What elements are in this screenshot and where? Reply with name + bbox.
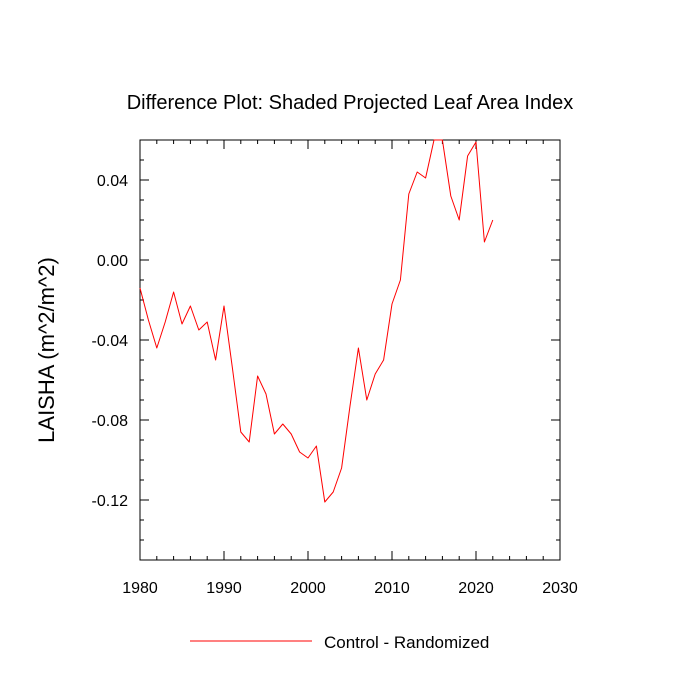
x-tick-label: 2000 bbox=[290, 580, 326, 597]
legend-label-control-randomized: Control - Randomized bbox=[324, 633, 489, 652]
y-tick-label: 0.04 bbox=[97, 173, 128, 190]
x-tick-label: 1980 bbox=[122, 580, 158, 597]
y-axis-label: LAISHA (m^2/m^2) bbox=[34, 257, 59, 443]
legend: Control - Randomized bbox=[190, 633, 489, 652]
x-tick-label: 2020 bbox=[458, 580, 494, 597]
y-tick-label: -0.04 bbox=[92, 333, 129, 350]
series-layer bbox=[139, 139, 494, 503]
y-tick-label: -0.12 bbox=[92, 493, 129, 510]
plot-area: 1980 1990 2000 2010 2020 2030 -0.12 -0.08 -0.04… bbox=[92, 139, 578, 597]
chart-title: Difference Plot: Shaded Projected Leaf A… bbox=[127, 92, 574, 114]
x-axis: 1980 1990 2000 2010 2020 2030 bbox=[122, 140, 578, 597]
y-axis: -0.12 -0.08 -0.04 0.00 0.04 bbox=[92, 139, 560, 561]
series-line-control-randomized bbox=[139, 139, 494, 503]
x-tick-label: 2010 bbox=[374, 580, 410, 597]
plot-frame bbox=[139, 139, 561, 561]
y-tick-label: 0.00 bbox=[97, 253, 128, 270]
y-tick-label: -0.08 bbox=[92, 413, 129, 430]
x-tick-label: 1990 bbox=[206, 580, 242, 597]
x-tick-label: 2030 bbox=[542, 580, 578, 597]
